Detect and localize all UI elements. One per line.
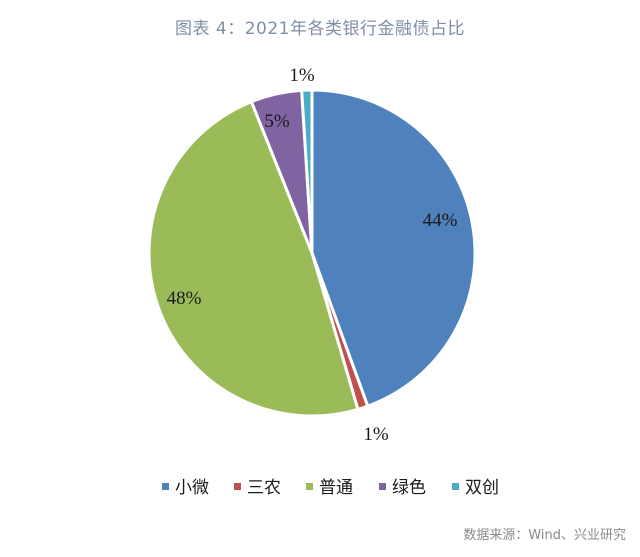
- pie-labels: 44% 1% 48% 5% 1%: [167, 65, 458, 445]
- legend-swatch-双创: [452, 483, 459, 490]
- legend-item-双创: 双创: [452, 478, 499, 498]
- legend-item-小微: 小微: [162, 478, 209, 498]
- legend-item-普通: 普通: [306, 478, 353, 498]
- chart-title: 图表 4：2021年各类银行金融债占比: [175, 19, 465, 39]
- data-label-双创: 1%: [289, 65, 315, 86]
- data-label-普通: 48%: [167, 288, 202, 309]
- legend-item-三农: 三农: [234, 478, 281, 498]
- legend-swatch-普通: [306, 483, 313, 490]
- legend-swatch-绿色: [379, 483, 386, 490]
- data-label-三农: 1%: [363, 424, 389, 445]
- legend-label-普通: 普通: [319, 478, 353, 498]
- pie-slices: [147, 88, 477, 418]
- legend-label-小微: 小微: [175, 478, 209, 498]
- pie-slice-双创: [300, 88, 314, 255]
- legend-label-绿色: 绿色: [392, 478, 426, 498]
- legend-label-双创: 双创: [465, 478, 499, 498]
- legend: 小微 三农 普通 绿色 双创: [162, 478, 499, 498]
- legend-item-绿色: 绿色: [379, 478, 426, 498]
- legend-swatch-小微: [162, 483, 169, 490]
- pie-slice-普通: [147, 100, 360, 418]
- legend-swatch-三农: [234, 483, 241, 490]
- data-label-绿色: 5%: [264, 111, 290, 132]
- legend-label-三农: 三农: [247, 478, 281, 498]
- data-label-小微: 44%: [423, 210, 458, 231]
- pie-slice-小微: [310, 88, 477, 408]
- data-source: 数据来源：Wind、兴业研究: [463, 528, 626, 543]
